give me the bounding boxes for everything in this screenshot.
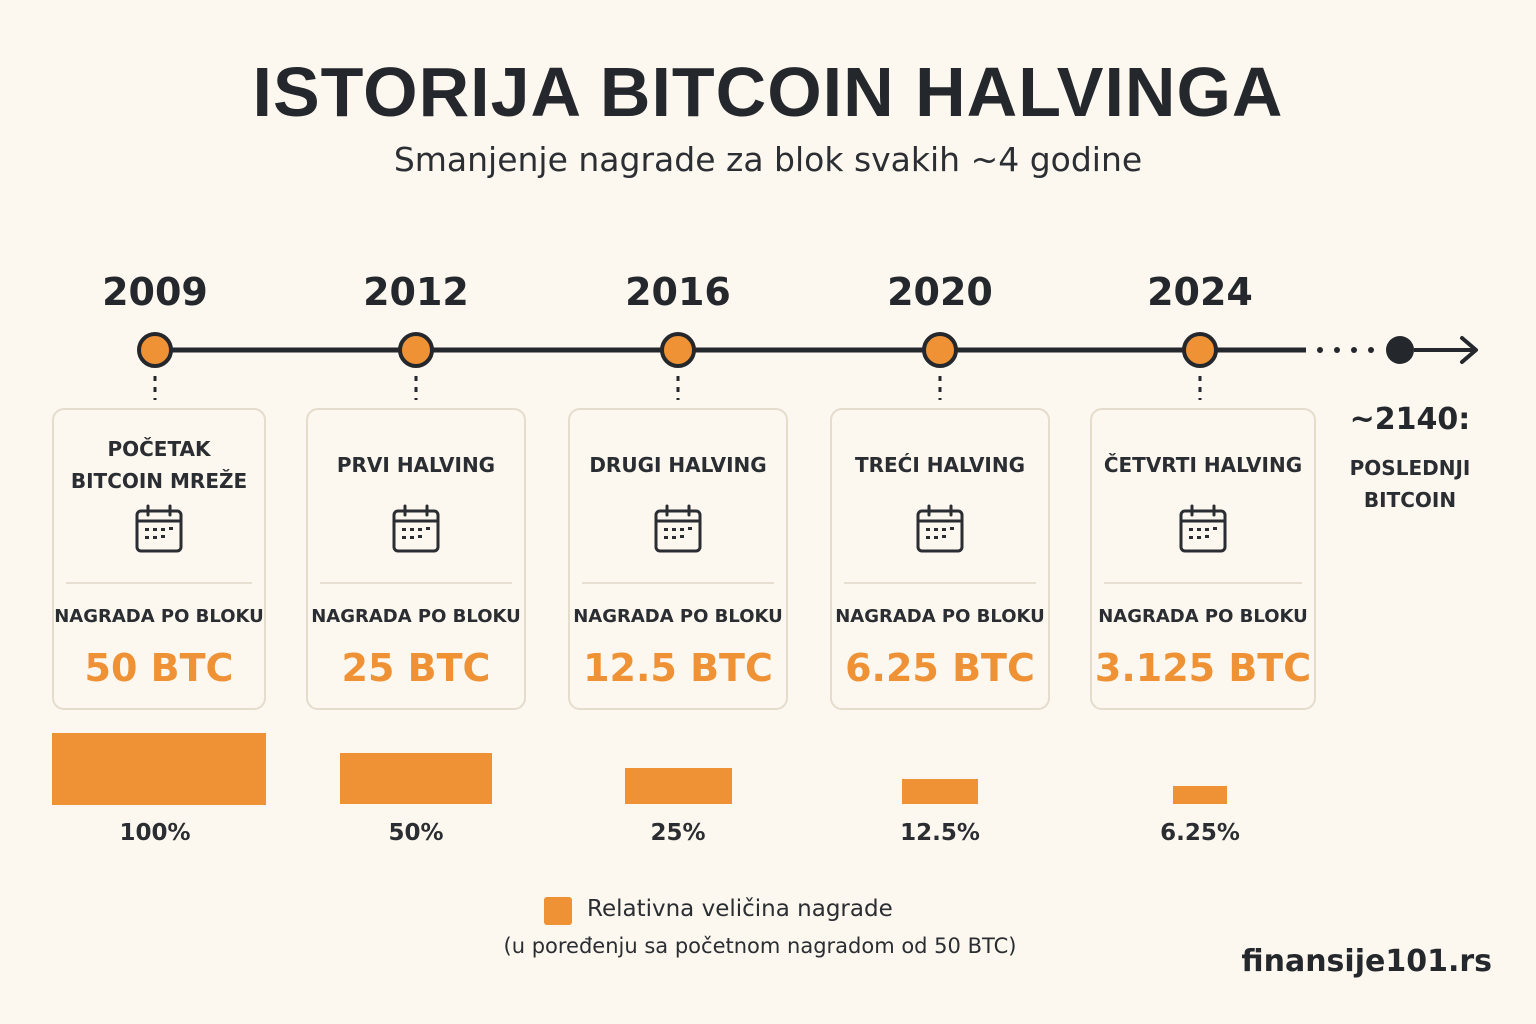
- relative-reward-label: 12.5%: [900, 820, 980, 846]
- halving-card: TREĆI HALVING NAGRADA PO BLOKU 6.25 BTC: [830, 408, 1050, 710]
- timeline-node-2016: [660, 332, 696, 368]
- brand-logo-text: finansije101.rs: [1241, 944, 1492, 979]
- halving-card: ČETVRTI HALVING NAGRADA PO BLOKU 3.125 BTC: [1090, 408, 1316, 710]
- card-title: ČETVRTI HALVING: [1103, 453, 1303, 477]
- legend-note: (u poređenju sa početnom nagradom od 50 …: [503, 934, 1017, 958]
- relative-reward-bar: [1173, 786, 1227, 804]
- relative-reward-bar: [340, 753, 492, 804]
- relative-reward-bar: [52, 733, 266, 805]
- timeline-node-2024: [1182, 332, 1218, 368]
- relative-reward-label: 6.25%: [1160, 820, 1240, 846]
- end-marker-year: ~2140:: [1349, 402, 1471, 437]
- calendar-icon: [653, 504, 703, 554]
- reward-value: 12.5 BTC: [583, 646, 773, 690]
- timeline-end-marker: [1386, 336, 1414, 364]
- reward-label: NAGRADA PO BLOKU: [835, 606, 1045, 627]
- reward-label: NAGRADA PO BLOKU: [573, 606, 783, 627]
- timeline-dot: [1368, 347, 1374, 353]
- reward-value: 6.25 BTC: [845, 646, 1035, 690]
- card-title: POČETAK BITCOIN MREŽE: [70, 437, 248, 493]
- timeline-dot: [1351, 347, 1357, 353]
- timeline-year: 2012: [363, 270, 469, 314]
- card-divider: [844, 582, 1036, 584]
- timeline-node-2009: [137, 332, 173, 368]
- calendar-icon: [915, 504, 965, 554]
- relative-reward-label: 50%: [388, 820, 444, 846]
- card-divider: [320, 582, 512, 584]
- timeline: [137, 332, 1478, 400]
- card-divider: [66, 582, 252, 584]
- card-divider: [1104, 582, 1302, 584]
- page-subtitle: Smanjenje nagrade za blok svakih ~4 godi…: [393, 140, 1143, 179]
- timeline-node-2012: [398, 332, 434, 368]
- relative-reward-bar: [624, 768, 732, 804]
- reward-value: 3.125 BTC: [1094, 646, 1312, 690]
- legend-label: Relativna veličina nagrade: [587, 896, 893, 922]
- timeline-year: 2020: [887, 270, 993, 314]
- timeline-year: 2016: [625, 270, 731, 314]
- calendar-icon: [391, 504, 441, 554]
- timeline-year: 2024: [1147, 270, 1253, 314]
- halving-card: DRUGI HALVING NAGRADA PO BLOKU 12.5 BTC: [568, 408, 788, 710]
- card-title: TREĆI HALVING: [854, 453, 1026, 477]
- relative-reward-label: 25%: [650, 820, 706, 846]
- timeline-arrow-head: [1460, 336, 1478, 364]
- halving-card: POČETAK BITCOIN MREŽE NAGRADA PO BLOKU 50 …: [52, 408, 266, 710]
- reward-label: NAGRADA PO BLOKU: [54, 606, 264, 627]
- calendar-icon: [1178, 504, 1228, 554]
- timeline-year: 2009: [102, 270, 208, 314]
- relative-reward-label: 100%: [119, 820, 191, 846]
- reward-value: 50 BTC: [84, 646, 234, 690]
- reward-label: NAGRADA PO BLOKU: [1098, 606, 1308, 627]
- reward-value: 25 BTC: [341, 646, 491, 690]
- card-divider: [582, 582, 774, 584]
- timeline-dot: [1317, 347, 1323, 353]
- reward-label: NAGRADA PO BLOKU: [311, 606, 521, 627]
- halving-card: PRVI HALVING NAGRADA PO BLOKU 25 BTC: [306, 408, 526, 710]
- calendar-icon: [134, 504, 184, 554]
- card-title: PRVI HALVING: [336, 453, 496, 477]
- legend-swatch: [544, 897, 572, 925]
- timeline-dot: [1334, 347, 1340, 353]
- relative-reward-bar: [902, 778, 978, 804]
- timeline-node-2020: [922, 332, 958, 368]
- card-title: DRUGI HALVING: [589, 453, 767, 477]
- page-title: ISTORIJA BITCOIN HALVINGA: [252, 53, 1284, 131]
- end-marker-text: POSLEDNJI BITCOIN: [1349, 456, 1471, 512]
